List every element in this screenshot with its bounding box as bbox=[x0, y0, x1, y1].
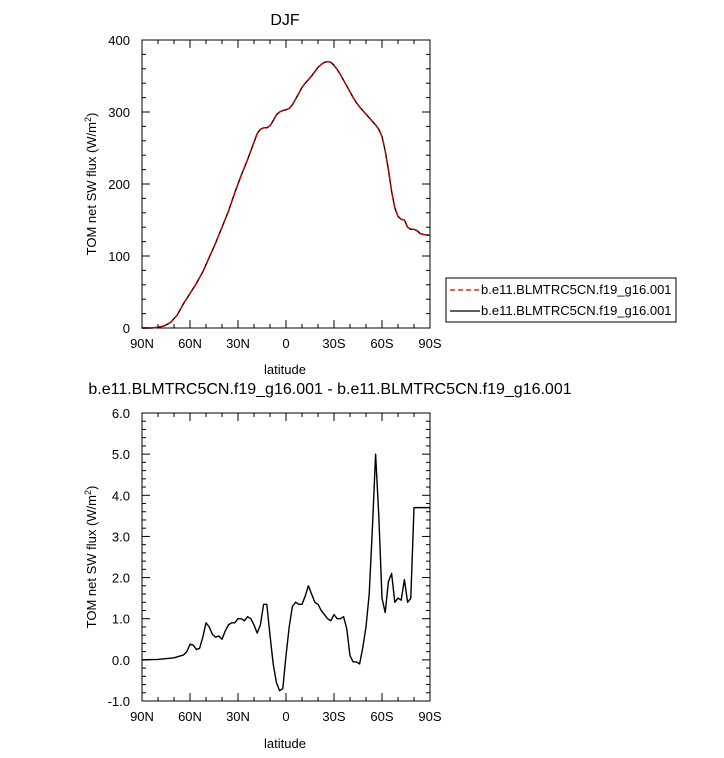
panel-climatology: DJF 90N 60N 30N 0 30S 60S 90S 0 100 200 300 400 lat… bbox=[83, 12, 442, 377]
y-tick-label-bottom: 0.0 bbox=[112, 653, 130, 668]
y-tick-label-bottom: -1.0 bbox=[108, 694, 130, 709]
ylabel-top: TOM net SW flux (W/m2) bbox=[83, 113, 99, 256]
ylabel-top-sup: 2 bbox=[83, 117, 93, 122]
legend: b.e11.BLMTRC5CN.f19_g16.001 b.e11.BLMTRC… bbox=[445, 277, 677, 323]
title-bottom: b.e11.BLMTRC5CN.f19_g16.001 - b.e11.BLMT… bbox=[88, 381, 571, 398]
series-layer-bottom bbox=[141, 453, 430, 692]
x-tick-label-bottom: 30S bbox=[322, 709, 345, 724]
x-tick-label-bottom: 90S bbox=[418, 709, 441, 724]
y-tick-label-bottom: 4.0 bbox=[112, 488, 130, 503]
ylabel-bottom-suffix: ) bbox=[84, 486, 99, 490]
y-tick-label-bottom: 5.0 bbox=[112, 447, 130, 462]
x-tick-label-top: 90N bbox=[130, 336, 154, 351]
x-tick-label-bottom: 60N bbox=[178, 709, 202, 724]
y-tick-label-top: 200 bbox=[108, 177, 130, 192]
tick-layer-top: 90N 60N 30N 0 30S 60S 90S 0 100 200 300 400 bbox=[108, 33, 442, 351]
x-tick-label-bottom: 0 bbox=[282, 709, 289, 724]
ylabel-bottom-sup: 2 bbox=[83, 490, 93, 495]
xlabel-top: latitude bbox=[264, 362, 306, 377]
ylabel-bottom-prefix: TOM net SW flux (W/m bbox=[84, 495, 99, 628]
x-tick-label-top: 30S bbox=[322, 336, 345, 351]
x-tick-label-bottom: 90N bbox=[130, 709, 154, 724]
series-line-top-2 bbox=[142, 60, 430, 329]
ylabel-top-prefix: TOM net SW flux (W/m bbox=[84, 122, 99, 255]
x-tick-label-bottom: 60S bbox=[370, 709, 393, 724]
title-top: DJF bbox=[270, 12, 300, 29]
x-tick-label-top: 60S bbox=[370, 336, 393, 351]
y-tick-label-top: 300 bbox=[108, 105, 130, 120]
ylabel-top-suffix: ) bbox=[84, 113, 99, 117]
x-tick-label-top: 0 bbox=[282, 336, 289, 351]
series-layer-top bbox=[142, 60, 430, 329]
y-tick-label-bottom: 6.0 bbox=[112, 406, 130, 421]
y-tick-label-top: 400 bbox=[108, 33, 130, 48]
y-tick-label-bottom: 3.0 bbox=[112, 529, 130, 544]
tick-layer-bottom: 90N 60N 30N 0 30S 60S 90S -1.0 0.0 1.0 2.0 3.0 4.0 5.… bbox=[108, 406, 442, 724]
panel-difference: b.e11.BLMTRC5CN.f19_g16.001 - b.e11.BLMT… bbox=[83, 381, 572, 751]
x-tick-label-top: 30N bbox=[226, 336, 250, 351]
series-line-top-1 bbox=[142, 60, 430, 329]
y-tick-label-top: 100 bbox=[108, 249, 130, 264]
legend-box bbox=[445, 277, 677, 323]
legend-label-2: b.e11.BLMTRC5CN.f19_g16.001 bbox=[481, 303, 672, 318]
x-tick-label-bottom: 30N bbox=[226, 709, 250, 724]
y-tick-label-bottom: 2.0 bbox=[112, 571, 130, 586]
x-tick-label-top: 60N bbox=[178, 336, 202, 351]
ylabel-bottom: TOM net SW flux (W/m2) bbox=[83, 486, 99, 629]
x-tick-label-top: 90S bbox=[418, 336, 441, 351]
xlabel-bottom: latitude bbox=[264, 736, 306, 751]
y-tick-label-bottom: 1.0 bbox=[112, 612, 130, 627]
legend-label-1: b.e11.BLMTRC5CN.f19_g16.001 bbox=[481, 282, 672, 297]
plot-frame-top bbox=[141, 39, 431, 329]
series-line-bottom-1 bbox=[141, 453, 430, 692]
y-tick-label-top: 0 bbox=[123, 321, 130, 336]
